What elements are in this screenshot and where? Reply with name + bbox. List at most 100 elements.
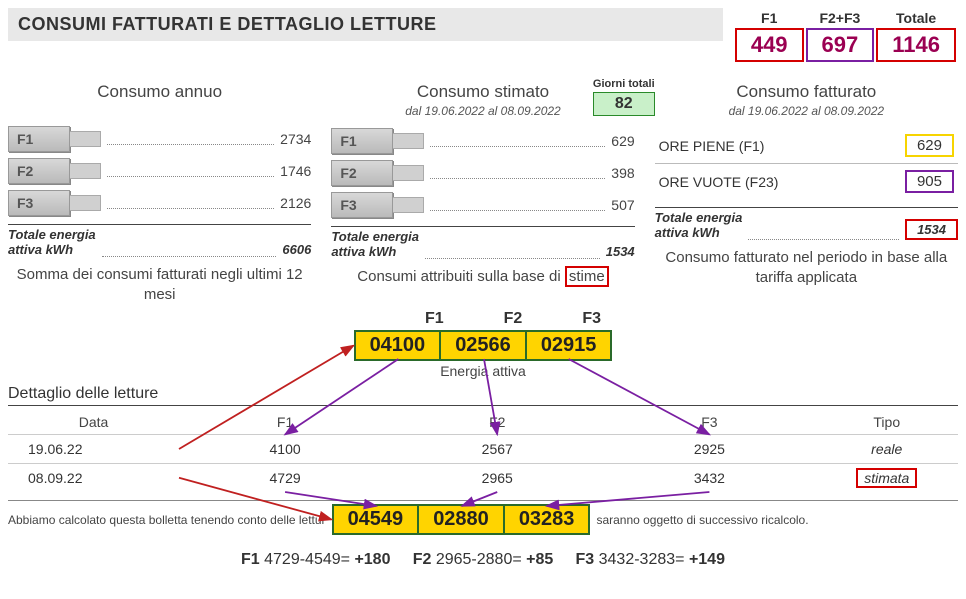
estimated-total-value: 1534 [606, 244, 635, 259]
annual-total-label: Totale energia [8, 227, 96, 242]
botcell-f1: 04549 [334, 506, 420, 533]
bar-label: F1 [331, 128, 393, 154]
summary-h-f1: F1 [735, 10, 804, 26]
readings-table: Data F1 F2 F3 Tipo 19.06.22410025672925 r… [8, 410, 958, 492]
bar-value: 1746 [280, 163, 311, 179]
footer-note: Abbiamo calcolato questa bolletta tenend… [8, 500, 958, 535]
bar-value: 507 [611, 197, 634, 213]
tipo-value: reale [871, 441, 902, 457]
topcell-f2: 02566 [441, 332, 527, 359]
col-annual: Consumo annuo F12734F21746F32126 Totale … [8, 82, 311, 304]
mid-h-f2: F2 [504, 310, 523, 328]
calc-expr: 4729-4549= [260, 551, 355, 568]
bar-label: F2 [8, 158, 70, 184]
bar-ext [393, 133, 424, 149]
cell-tipo: reale [816, 435, 959, 464]
footer-pre: Abbiamo calcolato questa bolletta tenend… [8, 513, 326, 527]
billed-explain: Consumo fatturato nel periodo in base al… [655, 248, 958, 287]
billed-total-label2: attiva kWh [655, 225, 720, 240]
bar-label: F3 [8, 190, 70, 216]
calc-result: +180 [354, 551, 390, 568]
page-title: CONSUMI FATTURATI E DETTAGLIO LETTURE [8, 8, 723, 41]
billed-total-value: 1534 [905, 219, 958, 240]
days-value: 82 [593, 92, 655, 116]
calc-expr: 2965-2880= [431, 551, 526, 568]
annual-explain: Somma dei consumi fatturati negli ultimi… [8, 265, 311, 304]
cell-f1: 4100 [179, 435, 391, 464]
bar-ext [70, 163, 101, 179]
summary-v-f23: 697 [806, 28, 875, 62]
estimated-explain: Consumi attribuiti sulla base di stime [331, 267, 634, 287]
topcell-f1: 04100 [356, 332, 442, 359]
billed-total-row: Totale energia attiva kWh 1534 [655, 207, 958, 240]
col-billed: Consumo fatturato dal 19.06.2022 al 08.0… [655, 82, 958, 304]
mid-readings: F1 F2 F3 04100 02566 02915 Energia attiv… [8, 310, 958, 379]
rh-f2: F2 [391, 410, 603, 435]
bar-value: 2126 [280, 195, 311, 211]
dettaglio-title: Dettaglio delle letture [8, 385, 958, 406]
bar-value: 629 [611, 133, 634, 149]
bar-ext [70, 195, 101, 211]
cell-f3: 3432 [603, 464, 815, 493]
bar-row: F2398 [331, 160, 634, 186]
yellow-cells-bottom: 04549 02880 03283 [332, 504, 591, 535]
bar-row: F2 1746 [8, 158, 311, 184]
estimated-explain-pre: Consumi attribuiti sulla base di [357, 268, 560, 285]
bar-ext [393, 197, 424, 213]
calc-result: +149 [689, 551, 725, 568]
bar-row: F1 2734 [8, 126, 311, 152]
cell-f3: 2925 [603, 435, 815, 464]
topcell-f3: 02915 [527, 332, 611, 359]
summary-h-tot: Totale [876, 10, 956, 26]
botcell-f3: 03283 [505, 506, 589, 533]
bar-ext [393, 165, 424, 181]
mid-f-headers: F1 F2 F3 [425, 310, 601, 328]
annual-total-row: Totale energia attiva kWh 6606 [8, 224, 311, 257]
billed-line1: ORE PIENE (F1) 629 [655, 128, 958, 163]
summary-h-f23: F2+F3 [806, 10, 875, 26]
summary-table: F1 F2+F3 Totale 449 697 1146 [733, 8, 958, 64]
estimated-period: dal 19.06.2022 al 08.09.2022 [331, 104, 634, 118]
calc-expr: 3432-3283= [594, 551, 689, 568]
billed-total-label: Totale energia [655, 210, 743, 225]
bar-row: F1 629 [331, 128, 634, 154]
bar-ext [70, 131, 101, 147]
yellow-cells-top: 04100 02566 02915 [354, 330, 613, 361]
billed-line2-value: 905 [905, 170, 954, 193]
estimated-heading: Consumo stimato [331, 82, 634, 102]
bar-row: F3 2126 [8, 190, 311, 216]
days-block: Giorni totali 82 [593, 78, 655, 116]
cell-f2: 2965 [391, 464, 603, 493]
estimated-total-row: Totale energia attiva kWh 1534 [331, 226, 634, 259]
bar-label: F2 [331, 160, 393, 186]
mid-h-f1: F1 [425, 310, 444, 328]
estimated-explain-box: stime [565, 266, 609, 287]
bar-value: 2734 [280, 131, 311, 147]
billed-line2: ORE VUOTE (F23) 905 [655, 163, 958, 199]
billed-line2-label: ORE VUOTE (F23) [659, 174, 779, 190]
cell-f1: 4729 [179, 464, 391, 493]
annual-total-value: 6606 [282, 242, 311, 257]
days-label: Giorni totali [593, 78, 655, 90]
three-columns: Consumo annuo F12734F21746F32126 Totale … [8, 82, 958, 304]
cell-f2: 2567 [391, 435, 603, 464]
calc-band: F3 [576, 551, 595, 568]
table-row: 08.09.22472929653432stimata [8, 464, 958, 493]
bar-label: F3 [331, 192, 393, 218]
botcell-f2: 02880 [419, 506, 505, 533]
billed-line1-value: 629 [905, 134, 954, 157]
rh-data: Data [8, 410, 179, 435]
rh-tipo: Tipo [816, 410, 959, 435]
summary-v-tot: 1146 [876, 28, 956, 62]
annual-total-label2: attiva kWh [8, 242, 73, 257]
estimated-total-label: Totale energia [331, 229, 419, 244]
header-row: CONSUMI FATTURATI E DETTAGLIO LETTURE F1… [8, 8, 958, 64]
mid-caption: Energia attiva [8, 363, 958, 379]
billed-heading: Consumo fatturato [655, 82, 958, 102]
bar-label: F1 [8, 126, 70, 152]
mid-h-f3: F3 [582, 310, 601, 328]
rh-f3: F3 [603, 410, 815, 435]
cell-date: 19.06.22 [8, 435, 179, 464]
calc-row: F1 4729-4549= +180 F2 2965-2880= +85 F3 … [8, 551, 958, 569]
rh-f1: F1 [179, 410, 391, 435]
